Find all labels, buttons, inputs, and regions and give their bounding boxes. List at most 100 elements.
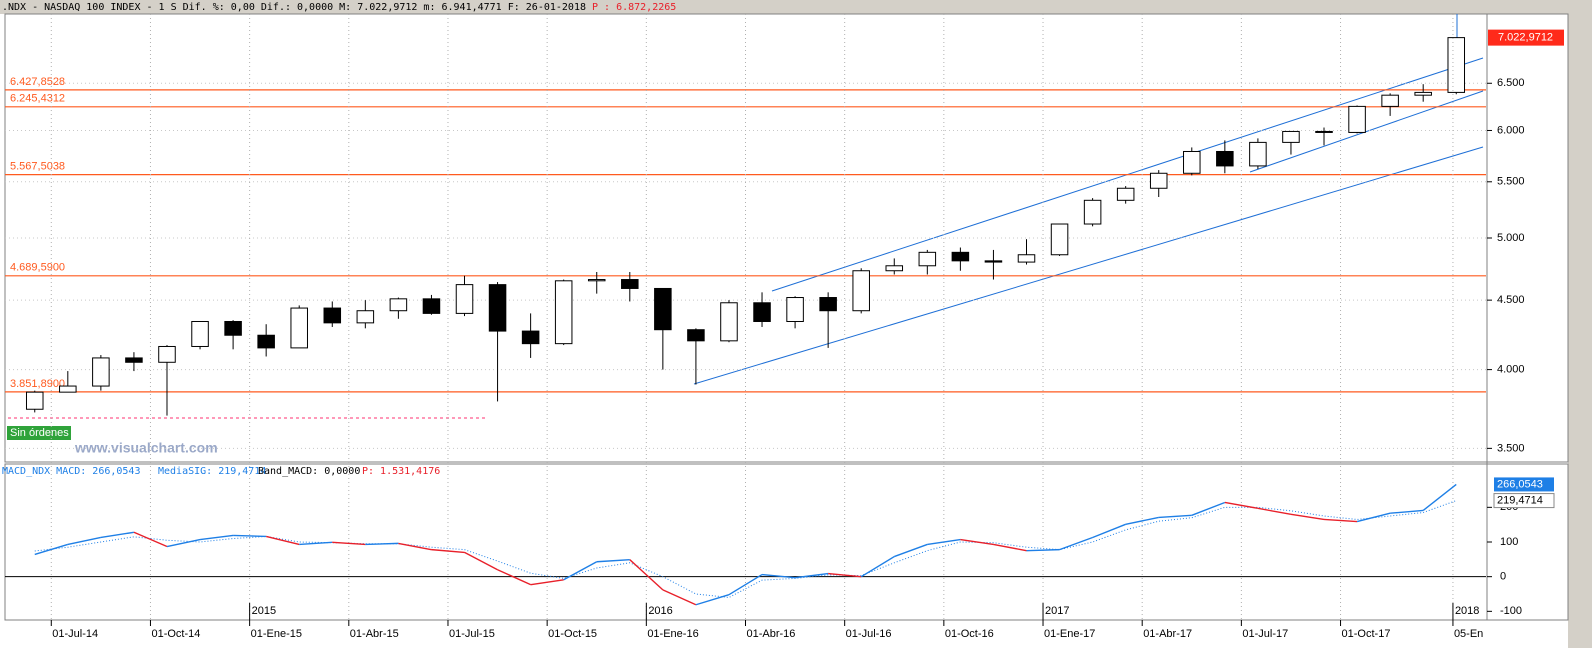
x-tick-label: 01-Oct-17: [1342, 628, 1391, 640]
year-label: 2015: [252, 605, 276, 617]
candle-body: [92, 357, 110, 387]
candle-body: [25, 391, 44, 410]
value-label: 266,0543: [1497, 478, 1543, 490]
macd-segment: [166, 538, 201, 548]
value-box: [1494, 477, 1554, 492]
candle-body: [1315, 130, 1333, 133]
macd-segment: [398, 542, 432, 551]
candle-body: [554, 280, 573, 345]
candle-body: [455, 284, 474, 314]
orders-box: [7, 426, 71, 440]
macd-segment: [100, 531, 135, 539]
macd-segment: [960, 538, 994, 546]
year-label: 2018: [1455, 605, 1479, 617]
macd-segment: [133, 531, 168, 548]
macd-segment: [497, 569, 531, 586]
candle-body: [59, 385, 77, 393]
x-tick-label: 01-Abr-16: [747, 628, 796, 640]
macd-segment: [563, 561, 598, 581]
x-tick-label: 01-Ene-16: [647, 628, 698, 640]
macd-segment: [1059, 536, 1093, 551]
candle-body: [984, 260, 1003, 263]
candle-body: [422, 298, 441, 314]
x-tick-label: 01-Jul-16: [846, 628, 892, 640]
value-label: 219,4714: [1497, 494, 1543, 506]
level-label: 4.689,5900: [10, 262, 65, 274]
macd-segment: [1224, 501, 1259, 510]
macd-segment: [233, 534, 267, 538]
y-tick-label: 6.000: [1497, 124, 1525, 136]
y-tick-label: 6.500: [1497, 77, 1525, 89]
macd-segment: [993, 543, 1027, 552]
candle-body: [1249, 141, 1267, 167]
level-label: 6.427,8528: [10, 76, 65, 88]
macd-segment: [1356, 512, 1391, 523]
candle-body: [257, 334, 275, 349]
candle-body: [356, 310, 375, 324]
candle-body: [687, 329, 705, 342]
candle-body: [125, 357, 143, 363]
signal-title: MediaSIG: 219,4714: [158, 466, 266, 477]
candle-body: [1348, 105, 1366, 133]
macd-segment: [67, 536, 102, 546]
macd-segment: [299, 541, 333, 546]
candle-body: [1282, 130, 1300, 143]
candle-body: [654, 287, 672, 331]
macd-segment: [794, 572, 829, 579]
last-price-box: [1488, 29, 1564, 46]
candle-body: [1216, 150, 1234, 167]
candle-body: [587, 279, 606, 282]
candle-body: [1414, 91, 1432, 96]
candle-body: [852, 270, 870, 312]
macd-segment: [265, 535, 300, 546]
macd-segment: [1323, 518, 1358, 523]
candle-body: [951, 251, 970, 262]
macd-segment: [761, 573, 796, 579]
x-tick-label: 01-Ene-15: [251, 628, 302, 640]
macd-segment: [894, 543, 928, 558]
level-label: 6.245,4312: [10, 93, 65, 105]
macd-segment: [695, 594, 730, 606]
macd-segment: [1092, 523, 1126, 539]
x-tick-label: 05-En: [1454, 628, 1483, 640]
trend-line: [693, 146, 1484, 385]
macd-segment: [1422, 483, 1457, 512]
macd-segment: [431, 548, 465, 554]
candle-body: [1116, 187, 1135, 201]
macd-segment: [1390, 509, 1424, 514]
candle-body: [753, 302, 771, 322]
macd-segment: [828, 572, 862, 578]
level-label: 3.851,8900: [10, 378, 65, 390]
macd-segment: [629, 559, 664, 591]
macd-segment: [1191, 501, 1226, 516]
y-tick-label: 3.500: [1497, 442, 1525, 454]
candle-body: [1149, 172, 1168, 189]
macd-segment: [596, 558, 630, 563]
x-tick-label: 01-Oct-16: [945, 628, 994, 640]
candle-body: [786, 297, 804, 322]
macd-segment: [1125, 516, 1159, 526]
candle-body: [191, 320, 209, 347]
header-bar: [0, 0, 1592, 14]
candle-body: [885, 265, 904, 272]
macd-segment: [332, 541, 366, 546]
candle-body: [621, 279, 639, 289]
macd-title: MACD_NDX MACD: 266,0543: [2, 466, 140, 477]
value-box: [1493, 493, 1555, 509]
candle-body: [918, 251, 937, 267]
macd-segment: [199, 534, 234, 541]
x-tick-label: 01-Abr-15: [350, 628, 399, 640]
level-label: 5.567,5038: [10, 161, 65, 173]
macd-segment: [464, 551, 498, 571]
y-tick-label: 5.000: [1497, 232, 1525, 244]
x-tick-label: 01-Jul-14: [52, 628, 98, 640]
macd-segment: [365, 542, 399, 546]
trend-line: [1249, 90, 1484, 173]
x-tick-label: 01-Jul-15: [449, 628, 495, 640]
macd-segment: [1158, 514, 1192, 519]
x-tick-label: 01-Jul-17: [1242, 628, 1288, 640]
macd-segment: [1026, 548, 1060, 552]
candle-body: [819, 297, 837, 312]
y-tick-label: 100: [1500, 536, 1518, 548]
